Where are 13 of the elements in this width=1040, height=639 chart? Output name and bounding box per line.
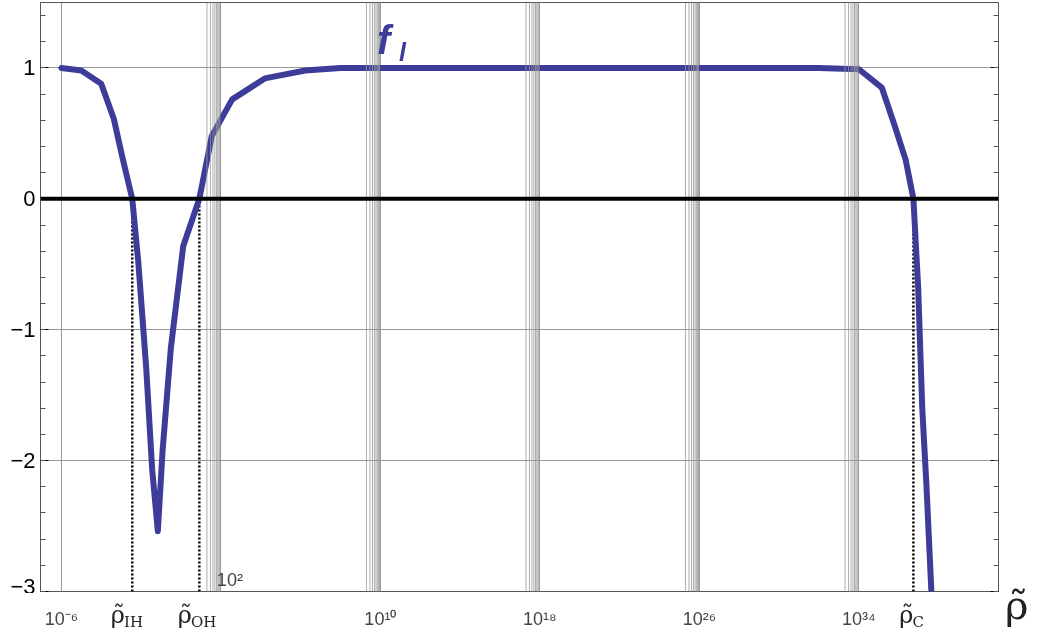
y-tick-label: 0 xyxy=(23,186,36,212)
y-tick-label: −1 xyxy=(10,317,36,343)
series-label: fl xyxy=(377,17,408,66)
y-tick-label: −3 xyxy=(10,573,36,599)
x-tick-label: 10¹⁸ xyxy=(523,608,557,629)
x-tick-label: 10¹⁰ xyxy=(364,608,397,629)
x-axis-title: ρ̃ xyxy=(1005,582,1029,628)
annotation: 10² xyxy=(216,569,243,590)
x-tick-label: 10³⁴ xyxy=(842,608,876,629)
x-tick-label: 10²⁶ xyxy=(682,608,717,629)
y-tick-label: 1 xyxy=(23,55,36,81)
x-tick-label: 10⁻⁶ xyxy=(44,608,79,629)
y-tick-label: −2 xyxy=(10,448,36,474)
